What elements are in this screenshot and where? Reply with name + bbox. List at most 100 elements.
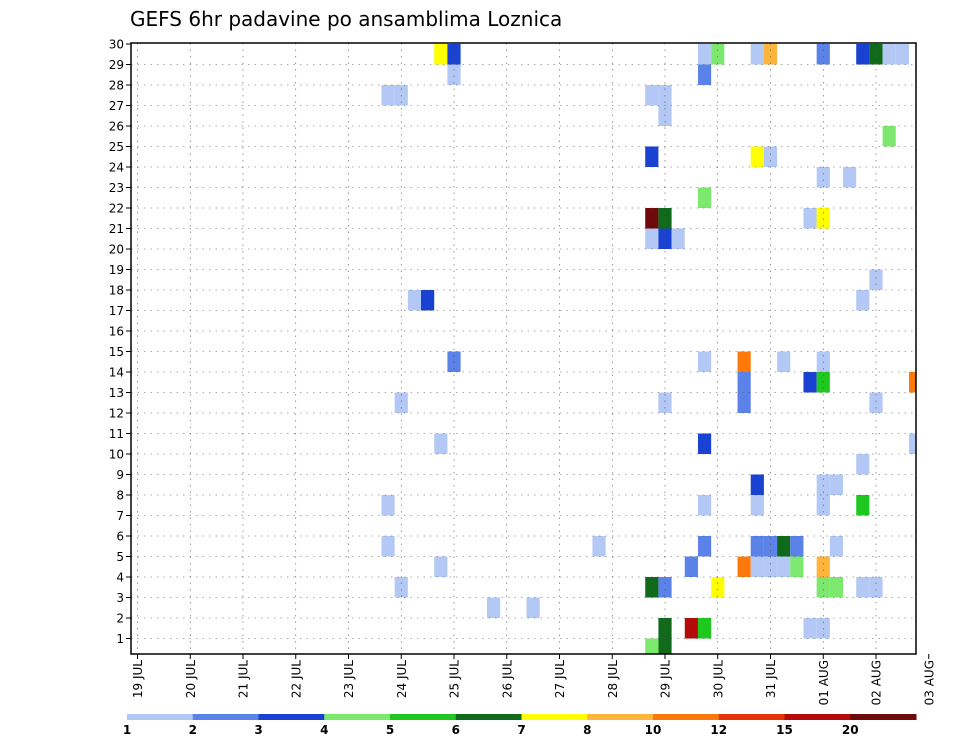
heatmap-cell <box>750 495 764 516</box>
heatmap-cell <box>684 556 698 577</box>
heatmap-cell <box>737 372 751 393</box>
colorbar-tick-label: 4 <box>320 723 328 737</box>
heatmap-cell <box>697 351 712 372</box>
colorbar-tick-label: 8 <box>583 723 591 737</box>
heatmap-cell <box>869 44 883 65</box>
heatmap-cell <box>447 64 461 85</box>
heatmap-cell <box>394 577 408 598</box>
y-tick-label: 15 <box>109 345 124 359</box>
heatmap-cells <box>381 44 916 654</box>
heatmap-cell <box>684 618 698 639</box>
heatmap-cell <box>777 536 791 557</box>
heatmap-cell <box>777 556 791 577</box>
heatmap-cell <box>658 577 672 598</box>
colorbar-segment <box>653 714 720 720</box>
colorbar-segment <box>784 714 851 720</box>
x-tick-label: 20 JUL <box>184 660 198 698</box>
y-tick-label: 4 <box>116 571 124 585</box>
heatmap-cell <box>737 351 751 372</box>
colorbar-segment <box>718 714 785 720</box>
y-tick-label: 23 <box>109 181 124 195</box>
y-tick-label: 20 <box>109 243 124 257</box>
heatmap-cell <box>869 392 883 413</box>
colorbar-segment <box>258 714 325 720</box>
x-tick-label: 28 JUL <box>606 660 620 698</box>
heatmap-cell <box>697 618 712 639</box>
heatmap-cell <box>697 187 712 208</box>
x-tick-label: 21 JUL <box>237 660 251 698</box>
heatmap-cell <box>816 474 830 495</box>
heatmap-cell <box>697 536 712 557</box>
heatmap-cell <box>434 44 448 65</box>
plot-frame <box>130 42 917 655</box>
heatmap-cell <box>750 44 764 65</box>
heatmap-cell <box>763 146 778 167</box>
heatmap-cell <box>856 454 870 475</box>
heatmap-cell <box>381 85 395 106</box>
colorbar-tick-label: 10 <box>645 723 662 737</box>
chart-title: GEFS 6hr padavine po ansamblima Loznica <box>130 7 562 31</box>
y-tick-label: 30 <box>109 38 124 52</box>
y-tick-label: 10 <box>109 448 124 462</box>
y-tick-label: 22 <box>109 202 124 216</box>
heatmap-cell <box>645 85 659 106</box>
heatmap-cell <box>671 228 685 249</box>
heatmap-cell <box>869 577 883 598</box>
y-tick-label: 28 <box>109 79 124 93</box>
heatmap-cell <box>790 536 804 557</box>
y-tick-label: 21 <box>109 222 124 236</box>
y-tick-label: 27 <box>109 99 124 113</box>
colorbar-tick-label: 1 <box>123 723 131 737</box>
y-tick-label: 29 <box>109 58 124 72</box>
heatmap-cell <box>895 44 909 65</box>
heatmap-cell <box>658 638 672 654</box>
heatmap-cell <box>658 208 672 229</box>
colorbar-tick-label: 2 <box>189 723 197 737</box>
x-tick-label: 01 AUG <box>817 660 831 705</box>
heatmap-cell <box>816 208 830 229</box>
heatmap-cell <box>829 536 844 557</box>
heatmap-cell <box>434 556 448 577</box>
heatmap-cell <box>592 536 606 557</box>
x-tick-label: 31 JUL <box>764 660 778 698</box>
heatmap-cell <box>803 208 817 229</box>
heatmap-cell <box>658 392 672 413</box>
heatmap-cell <box>750 474 764 495</box>
y-tick-label: 3 <box>116 591 124 605</box>
x-tick-label: 24 JUL <box>395 660 409 698</box>
heatmap-cell <box>750 536 764 557</box>
colorbar-segment <box>587 714 654 720</box>
heatmap-cell <box>856 495 870 516</box>
x-axis: 19 JUL 20 JUL 21 JUL 22 JUL 23 JUL 24 JUL 25 J… <box>131 654 936 705</box>
y-tick-label: 11 <box>109 427 124 441</box>
x-tick-label: 25 JUL <box>448 660 462 698</box>
colorbar-segment <box>521 714 588 720</box>
heatmap-cell <box>711 44 725 65</box>
x-tick-label: 03 AUG <box>922 660 936 705</box>
x-tick-label: 26 JUL <box>500 660 514 698</box>
heatmap-cell <box>829 474 844 495</box>
heatmap-cell <box>843 167 857 188</box>
heatmap-cell <box>697 495 712 516</box>
heatmap-cell <box>908 372 916 393</box>
y-tick-label: 13 <box>109 386 124 400</box>
colorbar-tick-label: 3 <box>254 723 262 737</box>
heatmap-cell <box>381 495 395 516</box>
y-axis: 1234567891011121314151617181920212223242… <box>109 38 131 646</box>
heatmap-cell <box>882 126 896 147</box>
heatmap-cell <box>816 167 830 188</box>
heatmap-cell <box>645 146 659 167</box>
y-tick-label: 25 <box>109 140 124 154</box>
colorbar-segment <box>850 714 917 720</box>
y-tick-label: 12 <box>109 407 124 421</box>
colorbar-tick-label: 7 <box>517 723 525 737</box>
heatmap-cell <box>763 536 778 557</box>
heatmap-cell <box>737 392 751 413</box>
heatmap-cell <box>816 44 830 65</box>
heatmap-cell <box>697 64 712 85</box>
heatmap-cell <box>711 577 725 598</box>
heatmap-cell <box>645 228 659 249</box>
grid-lines <box>131 43 916 654</box>
heatmap-cell <box>697 433 712 454</box>
